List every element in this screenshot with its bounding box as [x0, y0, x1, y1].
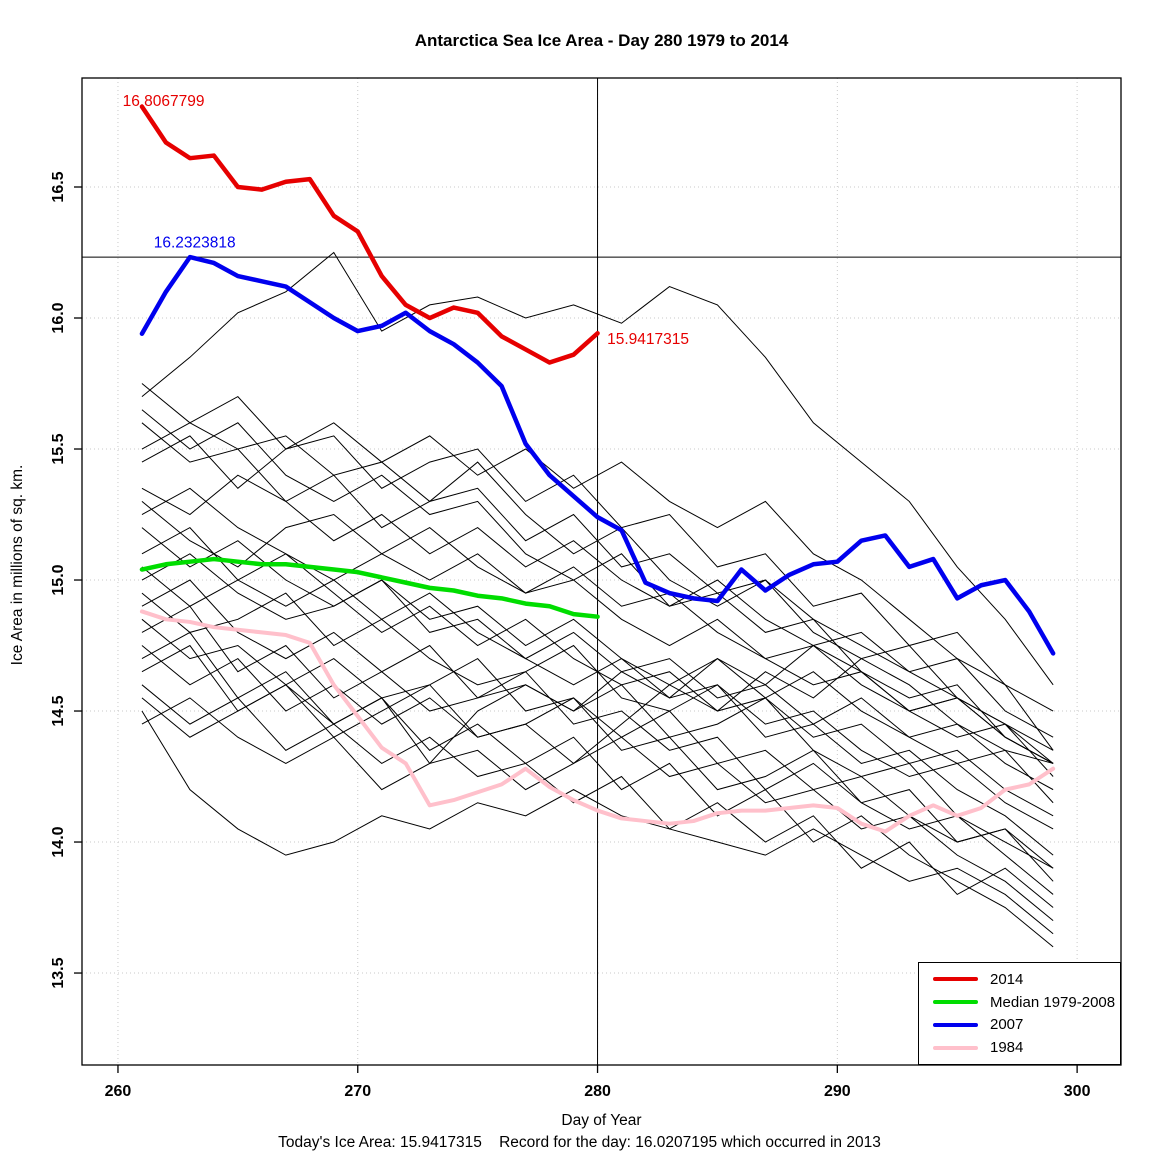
annotation-16.2323818: 16.2323818: [154, 234, 236, 251]
legend-label-1984: 1984: [990, 1039, 1024, 1057]
y-tick-label: 16.0: [50, 302, 67, 333]
year-line: [141, 605, 1054, 895]
legend-item-median: Median 1979-2008: [919, 994, 1120, 1011]
legend-item-2007: 2007: [919, 1016, 1120, 1033]
legend-swatch-median: [933, 1000, 978, 1005]
series-2007: [139, 254, 1056, 656]
year-line: [141, 592, 1054, 856]
year-line: [141, 658, 1054, 791]
annotation-16.8067799: 16.8067799: [123, 93, 205, 110]
x-axis-label: Day of Year: [561, 1112, 642, 1129]
year-line: [141, 645, 1054, 922]
plot-border: [81, 77, 1122, 1066]
y-tick-label: 14.0: [50, 826, 67, 857]
legend-label-2014: 2014: [990, 970, 1024, 988]
year-line: [141, 631, 1054, 948]
chart-title: Antarctica Sea Ice Area - Day 280 1979 t…: [414, 31, 789, 50]
year-line: [141, 644, 1054, 869]
y-tick-label: 15.0: [50, 564, 67, 595]
legend-item-1984: 1984: [919, 1039, 1120, 1056]
y-axis-label: Ice Area in millions of sq. km.: [9, 464, 26, 666]
year-line: [141, 710, 1054, 935]
x-tick-label: 280: [584, 1083, 611, 1100]
year-line: [141, 644, 1054, 791]
year-line: [141, 395, 1054, 712]
legend-swatch-2014: [933, 977, 978, 982]
legend-swatch-2007: [933, 1022, 978, 1027]
x-tick-label: 290: [824, 1083, 851, 1100]
legend-label-median: Median 1979-2008: [990, 993, 1116, 1011]
year-line: [141, 474, 1054, 764]
year-line: [141, 409, 1054, 764]
annotation-15.9417315: 15.9417315: [607, 331, 689, 348]
year-line: [141, 684, 1054, 908]
year-line: [141, 501, 1054, 764]
y-tick-label: 16.5: [50, 171, 67, 202]
x-tick-label: 270: [344, 1083, 371, 1100]
y-tick-label: 13.5: [50, 957, 67, 988]
year-line: [141, 383, 1054, 738]
series-2014: [139, 104, 600, 365]
y-tick-label: 14.5: [50, 695, 67, 726]
year-line: [141, 422, 1054, 751]
legend-label-2007: 2007: [990, 1016, 1024, 1034]
series-1984: [139, 609, 1056, 834]
x-tick-label: 300: [1064, 1083, 1091, 1100]
footer-caption: Today's Ice Area: 15.9417315 Record for …: [278, 1134, 881, 1151]
series-median-1979-2008: [139, 556, 600, 619]
x-tick-label: 260: [105, 1083, 132, 1100]
legend-swatch-1984: [933, 1045, 978, 1050]
y-tick-label: 15.5: [50, 433, 67, 464]
legend-item-2014: 2014: [919, 971, 1120, 988]
legend: 2014 Median 1979-2008 2007 1984: [918, 962, 1121, 1065]
year-line: [141, 527, 1054, 791]
year-line: [141, 251, 1054, 686]
